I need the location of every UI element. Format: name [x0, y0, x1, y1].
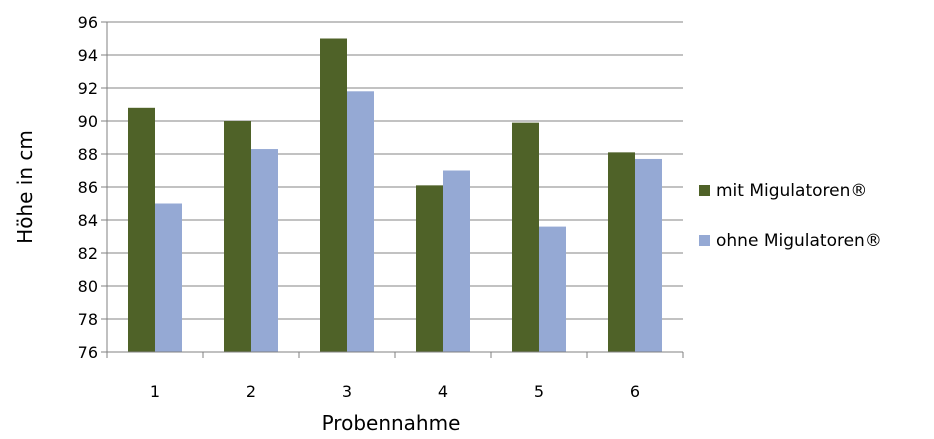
legend-label-mit: mit Migulatoren®: [716, 181, 867, 201]
x-tick-label: 3: [342, 382, 352, 401]
legend-label-ohne: ohne Migulatoren®: [716, 231, 882, 251]
y-tick-label: 96: [78, 13, 98, 32]
y-tick-label: 86: [78, 178, 98, 197]
x-tick-label: 6: [630, 382, 640, 401]
bar-mit-4: [416, 185, 443, 352]
bar-mit-3: [320, 38, 347, 352]
y-tick-label: 84: [78, 211, 98, 230]
bar-mit-6: [608, 152, 635, 352]
bar-ohne-5: [539, 226, 566, 352]
y-tick-label: 78: [78, 310, 98, 329]
bar-ohne-1: [155, 203, 182, 352]
y-tick-label: 94: [78, 46, 98, 65]
x-tick-label: 4: [438, 382, 448, 401]
x-axis-title: Probennahme: [322, 411, 461, 435]
legend-swatch-mit: [699, 185, 710, 196]
bars: [128, 38, 662, 353]
gridlines: [107, 21, 683, 353]
x-tick-label: 5: [534, 382, 544, 401]
y-tick-label: 92: [78, 79, 98, 98]
bar-ohne-2: [251, 149, 278, 352]
x-axis-ticks: 1 2 3 4 5 6: [106, 352, 684, 401]
legend: mit Migulatoren® ohne Migulatoren®: [699, 181, 882, 251]
bar-ohne-3: [347, 91, 374, 353]
x-tick-label: 1: [150, 382, 160, 401]
bar-mit-2: [224, 121, 251, 352]
y-axis-ticks: 96 94 92 90 88 86 84 82 80 78 76: [78, 13, 107, 362]
y-axis-title: Höhe in cm: [13, 130, 37, 244]
legend-swatch-ohne: [699, 235, 710, 246]
y-tick-label: 82: [78, 244, 98, 263]
y-tick-label: 76: [78, 343, 98, 362]
x-tick-label: 2: [246, 382, 256, 401]
bar-ohne-6: [635, 158, 662, 352]
y-tick-label: 80: [78, 277, 98, 296]
bar-ohne-4: [443, 170, 470, 352]
y-tick-label: 88: [78, 145, 98, 164]
y-tick-label: 90: [78, 112, 98, 131]
bar-mit-5: [512, 122, 539, 353]
bar-mit-1: [128, 107, 155, 352]
